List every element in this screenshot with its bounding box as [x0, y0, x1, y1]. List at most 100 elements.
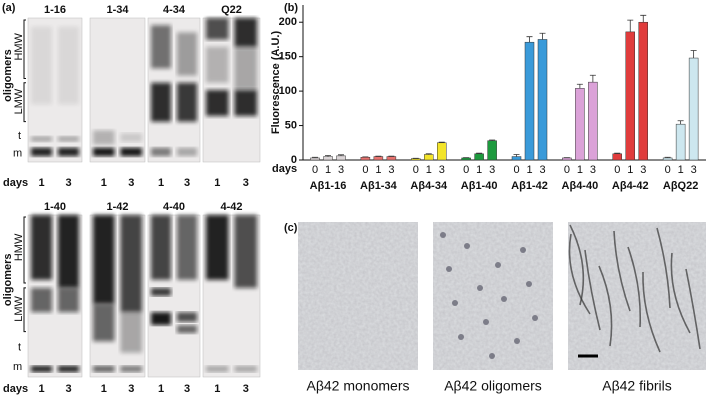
particle — [520, 247, 526, 253]
x-tick-label: 0 — [413, 164, 419, 176]
gel-band — [31, 26, 52, 105]
bracket — [23, 19, 26, 123]
gel-day: 1 — [214, 177, 220, 189]
particle — [489, 353, 495, 359]
gel-day: 1 — [101, 177, 107, 189]
gel-band — [151, 147, 171, 157]
category-label: Aβ4-42 — [612, 180, 649, 192]
error-bar — [476, 152, 483, 154]
x-tick-label: 0 — [362, 164, 368, 176]
panel-label: (b) — [284, 2, 298, 14]
gel-band — [234, 46, 257, 90]
gel-band — [31, 136, 52, 142]
x-tick-label: 1 — [526, 164, 532, 176]
x-tick-label: 3 — [338, 164, 344, 176]
gel-day: 3 — [65, 177, 71, 189]
x-tick-label: 0 — [312, 164, 318, 176]
gel-band — [151, 82, 171, 122]
fibril — [568, 233, 591, 315]
particle — [501, 296, 507, 302]
gel-band — [206, 46, 229, 83]
gel-band — [93, 365, 115, 373]
side-label: LMW — [13, 88, 25, 114]
gel-band — [93, 215, 115, 305]
side-label: oligomers — [2, 49, 14, 102]
gel-band — [177, 325, 197, 334]
fibril — [627, 246, 642, 328]
bar — [625, 31, 635, 161]
bar — [588, 81, 598, 161]
error-bar — [325, 155, 331, 157]
x-tick-label: 3 — [489, 164, 495, 176]
panel-label: (c) — [284, 222, 298, 234]
x-tick-label: 1 — [325, 164, 331, 176]
gel-band — [206, 215, 229, 280]
gel-band — [177, 82, 197, 122]
bracket — [23, 216, 26, 333]
gel-band — [234, 215, 257, 288]
particle — [440, 232, 446, 238]
error-bar — [438, 141, 445, 143]
y-tick-label: 50 — [285, 119, 297, 131]
error-bar — [576, 83, 583, 89]
gel-band — [58, 215, 79, 288]
gel-label: 1-42 — [106, 201, 128, 213]
gel-label: 1-16 — [44, 4, 66, 16]
bar — [474, 153, 484, 161]
error-bar — [489, 139, 496, 141]
particle — [514, 338, 520, 344]
category-label: Aβ1-34 — [360, 180, 398, 192]
gel-label: 4-42 — [220, 201, 242, 213]
gel-band — [120, 312, 142, 353]
gel-band — [206, 90, 229, 116]
bar — [524, 41, 535, 161]
days-label: days — [3, 177, 28, 189]
caption: Aβ42 fibrils — [602, 378, 672, 394]
x-tick-label: 3 — [539, 164, 545, 176]
x-tick-label: 1 — [577, 164, 583, 176]
error-bar — [425, 153, 432, 155]
bar — [487, 140, 497, 161]
category-label: Aβ1-42 — [511, 180, 548, 192]
fibril — [584, 249, 601, 331]
gel-band — [58, 136, 79, 142]
x-tick-label: 0 — [463, 164, 469, 176]
gel-band — [31, 365, 52, 373]
x-tick-label: 3 — [691, 164, 697, 176]
gel-label: 1-40 — [44, 201, 66, 213]
particle — [458, 334, 464, 340]
error-bar — [677, 120, 684, 125]
particle — [464, 243, 470, 249]
x-tick-label: 0 — [614, 164, 620, 176]
x-tick-label: 0 — [665, 164, 671, 176]
gel-band — [234, 18, 257, 47]
gel-band — [234, 90, 257, 116]
gel-band — [120, 365, 142, 373]
bar — [662, 157, 673, 161]
x-tick-label: 0 — [564, 164, 570, 176]
error-bar — [526, 36, 533, 43]
gel-band — [31, 147, 52, 157]
side-label: m — [13, 147, 22, 159]
side-label: t — [18, 130, 21, 142]
error-bar — [690, 50, 697, 59]
error-bar — [614, 152, 621, 154]
y-tick-label: 200 — [279, 16, 297, 28]
gel-band — [177, 147, 197, 157]
gel-band — [31, 215, 52, 280]
fibril — [613, 230, 631, 312]
error-bar — [338, 154, 344, 156]
x-tick-label: 3 — [640, 164, 646, 176]
gel-day: 1 — [158, 177, 164, 189]
side-label: HMW — [13, 32, 25, 60]
fibril — [670, 252, 691, 334]
fibril — [598, 265, 613, 347]
days-label: days — [3, 383, 28, 395]
gel-day: 3 — [243, 383, 249, 395]
y-tick-label: 100 — [279, 85, 297, 97]
y-tick-label: 150 — [279, 51, 297, 63]
gel-band — [120, 147, 142, 157]
bar — [360, 156, 371, 161]
side-label: oligomers — [2, 254, 14, 307]
gel-band — [120, 133, 142, 142]
